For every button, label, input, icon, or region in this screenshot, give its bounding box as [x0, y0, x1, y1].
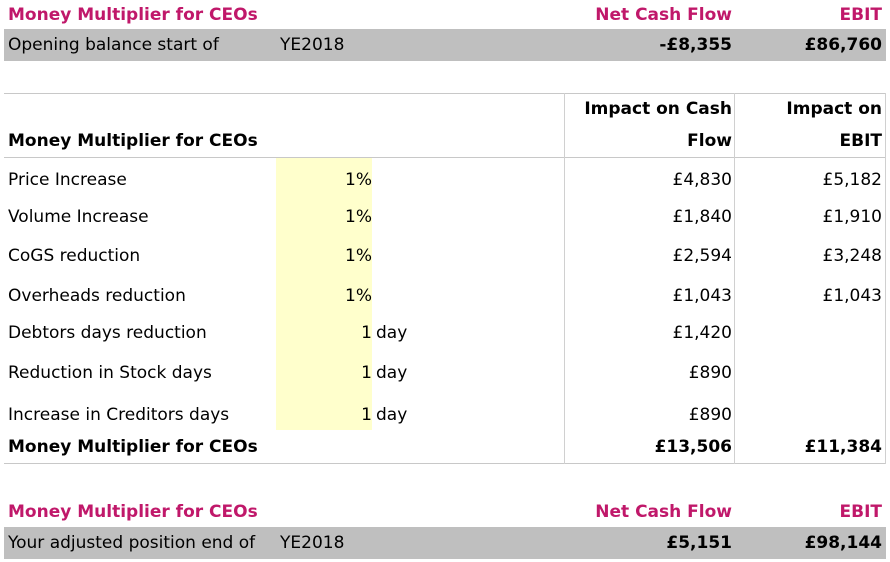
driver-label: Volume Increase — [8, 207, 149, 227]
driver-input-value[interactable]: 1% — [345, 207, 372, 227]
total-ebit-value: £11,384 — [804, 437, 882, 457]
input-column — [276, 158, 372, 430]
driver-cash-impact: £890 — [688, 363, 732, 383]
cash-impact-header-line2: Flow — [687, 130, 732, 151]
driver-label: Reduction in Stock days — [8, 363, 212, 383]
ebit-impact-header-line2: EBIT — [839, 130, 883, 151]
driver-row: Debtors days reduction 1 day £1,420 — [4, 316, 886, 350]
table-divider-3 — [885, 93, 886, 464]
adjusted-position-label: Your adjusted position end of — [8, 533, 256, 553]
adjusted-cash-header: Net Cash Flow — [595, 501, 732, 522]
table-header-line2: Money Multiplier for CEOs Flow EBIT — [4, 125, 886, 156]
adjusted-ebit-header: EBIT — [839, 501, 883, 522]
adjusted-cash-value: £5,151 — [666, 533, 732, 553]
cash-impact-header-line1: Impact on Cash — [584, 99, 732, 119]
driver-input-value[interactable]: 1% — [345, 246, 372, 266]
driver-input-value[interactable]: 1% — [345, 286, 372, 306]
driver-ebit-impact: £1,043 — [822, 286, 882, 306]
driver-label: Price Increase — [8, 170, 127, 190]
opening-cash-value: -£8,355 — [659, 35, 732, 55]
adjusted-header-row: Money Multiplier for CEOs Net Cash Flow … — [4, 497, 886, 526]
driver-input-value[interactable]: 1 — [361, 323, 372, 343]
driver-input-value[interactable]: 1% — [345, 170, 372, 190]
driver-row: Increase in Creditors days 1 day £890 — [4, 398, 886, 432]
driver-ebit-impact — [734, 398, 882, 432]
driver-row: Price Increase 1% £4,830 £5,182 — [4, 163, 886, 197]
opening-ebit-value: £86,760 — [804, 35, 882, 55]
driver-ebit-impact: £5,182 — [822, 170, 882, 190]
adjusted-position-row: Your adjusted position end of YE2018 £5,… — [4, 527, 886, 559]
driver-cash-impact: £4,830 — [672, 170, 732, 190]
driver-label: Debtors days reduction — [8, 323, 207, 343]
driver-row: CoGS reduction 1% £2,594 £3,248 — [4, 239, 886, 273]
driver-ebit-impact: £3,248 — [822, 246, 882, 266]
driver-label: CoGS reduction — [8, 246, 141, 266]
table-header-border — [4, 157, 886, 158]
driver-row: Overheads reduction 1% £1,043 £1,043 — [4, 279, 886, 313]
opening-header-row: Money Multiplier for CEOs Net Cash Flow … — [4, 0, 886, 29]
driver-ebit-impact — [734, 356, 882, 390]
opening-balance-row: Opening balance start of YE2018 -£8,355 … — [4, 29, 886, 61]
driver-ebit-impact — [734, 316, 882, 350]
driver-ebit-impact: £1,910 — [822, 207, 882, 227]
table-divider-1 — [564, 93, 565, 464]
table-title: Money Multiplier for CEOs — [8, 130, 258, 151]
driver-unit: day — [376, 363, 408, 383]
driver-row: Volume Increase 1% £1,840 £1,910 — [4, 200, 886, 234]
table-bottom-border — [4, 463, 886, 464]
driver-input-value[interactable]: 1 — [361, 405, 372, 425]
driver-input-value[interactable]: 1 — [361, 363, 372, 383]
adjusted-ebit-value: £98,144 — [804, 533, 882, 553]
driver-cash-impact: £1,043 — [672, 286, 732, 306]
driver-cash-impact: £1,840 — [672, 207, 732, 227]
total-cash-value: £13,506 — [654, 437, 732, 457]
driver-cash-impact: £890 — [688, 405, 732, 425]
table-top-border — [4, 93, 886, 94]
driver-row: Reduction in Stock days 1 day £890 — [4, 356, 886, 390]
table-header-line1: Impact on Cash Impact on — [4, 94, 886, 124]
driver-cash-impact: £2,594 — [672, 246, 732, 266]
driver-cash-impact: £1,420 — [672, 323, 732, 343]
ebit-impact-header-line1: Impact on — [786, 99, 882, 119]
total-label: Money Multiplier for CEOs — [8, 437, 258, 457]
adjusted-year[interactable]: YE2018 — [280, 533, 345, 553]
table-divider-2 — [734, 93, 735, 464]
opening-cash-header: Net Cash Flow — [595, 4, 732, 25]
table-total-row: Money Multiplier for CEOs £13,506 £11,38… — [4, 432, 886, 462]
driver-unit: day — [376, 405, 408, 425]
opening-balance-label: Opening balance start of — [8, 35, 219, 55]
driver-unit: day — [376, 323, 408, 343]
driver-label: Overheads reduction — [8, 286, 186, 306]
opening-year[interactable]: YE2018 — [280, 35, 345, 55]
driver-label: Increase in Creditors days — [8, 405, 230, 425]
opening-title: Money Multiplier for CEOs — [8, 4, 258, 25]
opening-ebit-header: EBIT — [839, 4, 883, 25]
adjusted-title: Money Multiplier for CEOs — [8, 501, 258, 522]
